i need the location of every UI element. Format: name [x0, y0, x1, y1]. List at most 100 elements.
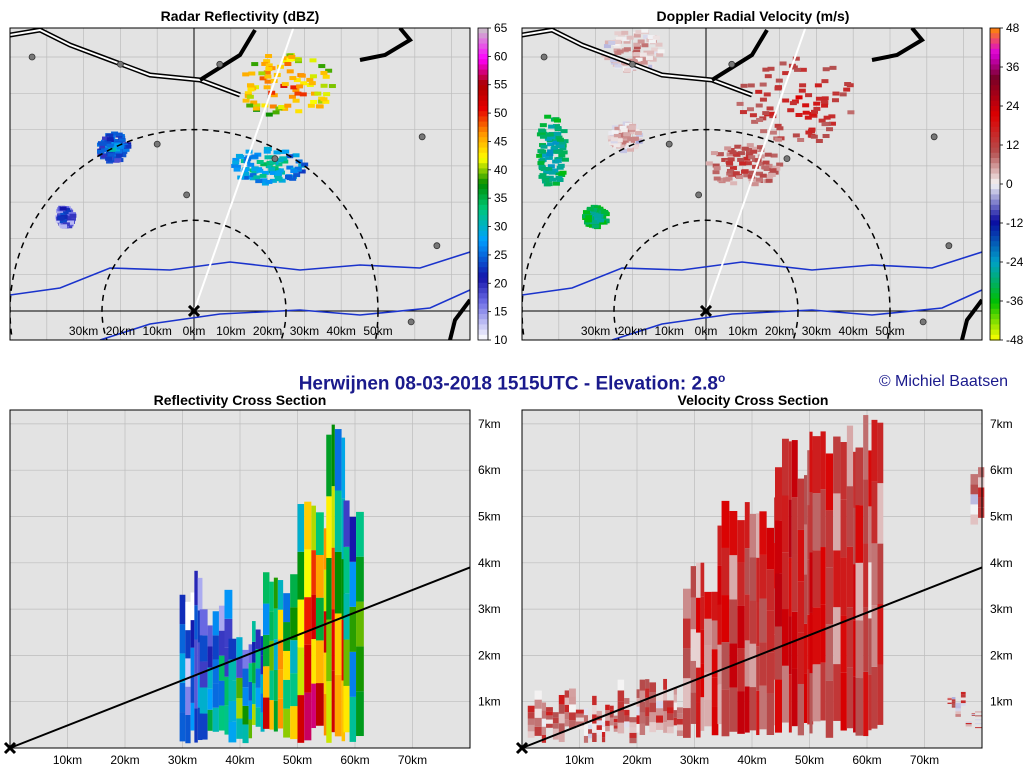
river-line: [522, 251, 982, 296]
echo-pixel: [774, 137, 782, 142]
echo-pixel: [281, 159, 289, 164]
cross-section-cell: [766, 569, 775, 611]
echo-pixel: [323, 92, 331, 97]
echo-pixel: [755, 177, 763, 182]
x-tick-label: 0km: [695, 324, 718, 338]
colorbar-segment: [478, 152, 488, 159]
echo-pixel: [620, 149, 628, 154]
echo-pixel: [286, 57, 294, 62]
cross-section-cell: [833, 436, 841, 494]
cross-section-cell: [704, 645, 712, 673]
cross-section-cell: [248, 663, 253, 682]
colorbar-tick-label: 60: [494, 49, 508, 63]
colorbar-segment: [478, 184, 488, 190]
echo-pixel: [268, 167, 276, 172]
cross-section-cell: [855, 562, 864, 621]
cross-section-cell: [326, 619, 332, 682]
echo-pixel: [626, 142, 634, 147]
echo-pixel: [60, 211, 68, 216]
cross-section-cell: [737, 520, 745, 563]
cross-section-cell: [744, 502, 750, 549]
cross-section-cell: [788, 499, 792, 558]
cross-section-cell: [331, 609, 335, 671]
colorbar-segment: [990, 54, 1000, 60]
echo-pixel: [591, 224, 599, 229]
plot-frame: [521, 27, 983, 341]
y-tick-label: 6km: [478, 463, 501, 477]
cross-section-cell: [970, 484, 979, 495]
echo-pixel: [539, 134, 547, 139]
colorbar-segment: [990, 38, 1000, 45]
cross-section-cell: [273, 639, 278, 670]
cross-section-cell: [552, 728, 559, 735]
echo-pixel: [546, 132, 554, 137]
cross-section-cell: [663, 722, 668, 733]
city-marker: [919, 318, 927, 326]
echo-pixel: [545, 155, 553, 160]
echo-pixel: [256, 168, 264, 173]
y-tick-label: 4km: [990, 556, 1013, 570]
cross-section-cell: [737, 648, 745, 692]
echo-pixel: [244, 91, 252, 96]
colorbar-segment: [990, 152, 1000, 159]
cross-section-cell: [304, 549, 312, 598]
cross-section-cell: [343, 639, 350, 686]
echo-pixel: [634, 131, 642, 136]
cross-section-cell: [349, 516, 357, 562]
cross-section-cell: [304, 692, 312, 741]
colorbar-segment: [478, 262, 488, 268]
cross-section-cell: [558, 704, 565, 714]
cross-section-cell: [759, 642, 767, 686]
cross-section-cell: [656, 708, 664, 716]
cross-section-cell: [711, 649, 719, 678]
cross-section-cell: [534, 726, 542, 736]
echo-pixel: [764, 152, 772, 157]
cross-section-cell: [749, 557, 757, 601]
cross-section-cell: [955, 702, 961, 706]
echo-pixel: [616, 49, 624, 54]
echo-pixel: [815, 96, 823, 101]
echo-pixel: [623, 47, 631, 52]
echo-pixel: [622, 146, 630, 151]
cross-section-cell: [207, 667, 213, 689]
colorbar-segment: [990, 85, 1000, 91]
cross-section-cell: [855, 505, 864, 563]
x-tick-label: 60km: [340, 753, 369, 767]
cross-section-cell: [290, 673, 299, 707]
echo-pixel: [309, 74, 317, 79]
cross-section-cell: [273, 608, 278, 640]
cross-section-cell: [812, 664, 821, 722]
colorbar-tick-label: 36: [1006, 60, 1020, 74]
cross-section-cell: [970, 514, 979, 525]
cross-section-cell: [564, 712, 570, 720]
cross-section-cell: [326, 434, 332, 497]
cross-section-cell: [955, 708, 961, 712]
y-tick-label: 7km: [990, 417, 1013, 431]
cross-section-cell: [812, 607, 821, 665]
echo-pixel: [765, 163, 773, 168]
echo-pixel: [795, 95, 803, 100]
cross-section-cell: [601, 721, 606, 727]
river-line: [99, 289, 470, 340]
x-tick-label: 70km: [910, 753, 939, 767]
cross-section-cell: [179, 594, 186, 625]
echo-pixel: [259, 173, 267, 178]
cross-section-cell: [663, 689, 668, 701]
cross-section-cell: [629, 732, 637, 738]
cross-section-cell: [592, 732, 597, 743]
colorbar-segment: [478, 293, 488, 299]
cross-section-cell: [534, 708, 542, 718]
cross-section-cell: [978, 507, 985, 518]
echo-pixel: [120, 149, 128, 154]
echo-pixel: [247, 162, 255, 167]
cross-section-cell: [527, 731, 535, 738]
echo-pixel: [743, 173, 751, 178]
cross-section-cell: [863, 543, 869, 608]
cross-section-cell: [546, 715, 553, 720]
echo-pixel: [264, 74, 272, 79]
echo-pixel: [737, 151, 745, 156]
cross-section-cell: [667, 726, 674, 734]
echo-pixel: [320, 97, 328, 102]
cross-section-cell: [863, 415, 869, 480]
cross-section-cell: [975, 711, 983, 713]
